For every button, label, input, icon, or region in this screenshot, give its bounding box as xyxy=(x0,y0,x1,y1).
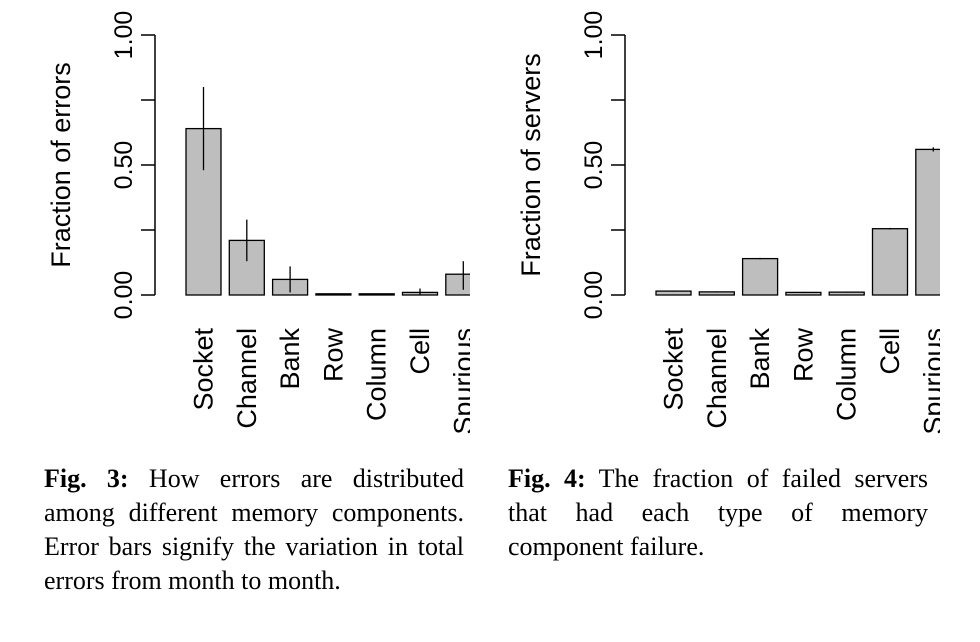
category-label-channel: Channel xyxy=(232,328,262,429)
category-label-socket: Socket xyxy=(659,328,689,411)
y-axis-title: Fraction of servers xyxy=(516,53,546,277)
y-tick-label: 0.00 xyxy=(580,271,608,320)
figure-4-caption: Fig. 4: The fraction of failed servers t… xyxy=(508,462,928,564)
category-label-spurious: Spurious xyxy=(448,328,470,435)
y-tick-label: 0.50 xyxy=(580,141,608,190)
category-label-bank: Bank xyxy=(275,328,305,390)
servers-fraction-chart: 0.00 0.50 1.00 Fraction of servers Socket Cha… xyxy=(516,11,940,435)
errors-fraction-chart: 0.00 0.50 1.00 Fraction of errors Socket Chan… xyxy=(46,11,470,435)
category-label-bank: Bank xyxy=(745,328,775,390)
y-axis-title: Fraction of errors xyxy=(46,62,76,268)
bar-socket xyxy=(655,290,692,296)
category-label-column: Column xyxy=(832,328,862,421)
bar-spurious xyxy=(445,273,470,296)
category-label-row: Row xyxy=(788,328,818,383)
bar-bank xyxy=(741,257,779,296)
figure-3-label: Fig. 3: xyxy=(44,464,129,493)
y-tick-label: 0.50 xyxy=(110,141,138,190)
y-tick-label: 1.00 xyxy=(580,11,608,60)
category-label-socket: Socket xyxy=(189,328,219,411)
bar-cell xyxy=(871,228,909,296)
category-label-row: Row xyxy=(318,328,348,383)
figure-4-text: The fraction of failed servers that had … xyxy=(508,464,929,561)
category-label-spurious: Spurious xyxy=(918,328,940,435)
category-label-cell: Cell xyxy=(875,328,905,375)
y-tick-label: 1.00 xyxy=(110,11,138,60)
category-label-cell: Cell xyxy=(405,328,435,375)
bar-spurious xyxy=(915,148,940,296)
y-tick-label: 0.00 xyxy=(110,271,138,320)
figure-3-text: How errors are distributed among differe… xyxy=(44,464,465,595)
figure-3-caption: Fig. 3: How errors are distributed among… xyxy=(44,462,464,598)
figure-4-label: Fig. 4: xyxy=(508,464,586,493)
category-label-channel: Channel xyxy=(702,328,732,429)
category-label-column: Column xyxy=(362,328,392,421)
